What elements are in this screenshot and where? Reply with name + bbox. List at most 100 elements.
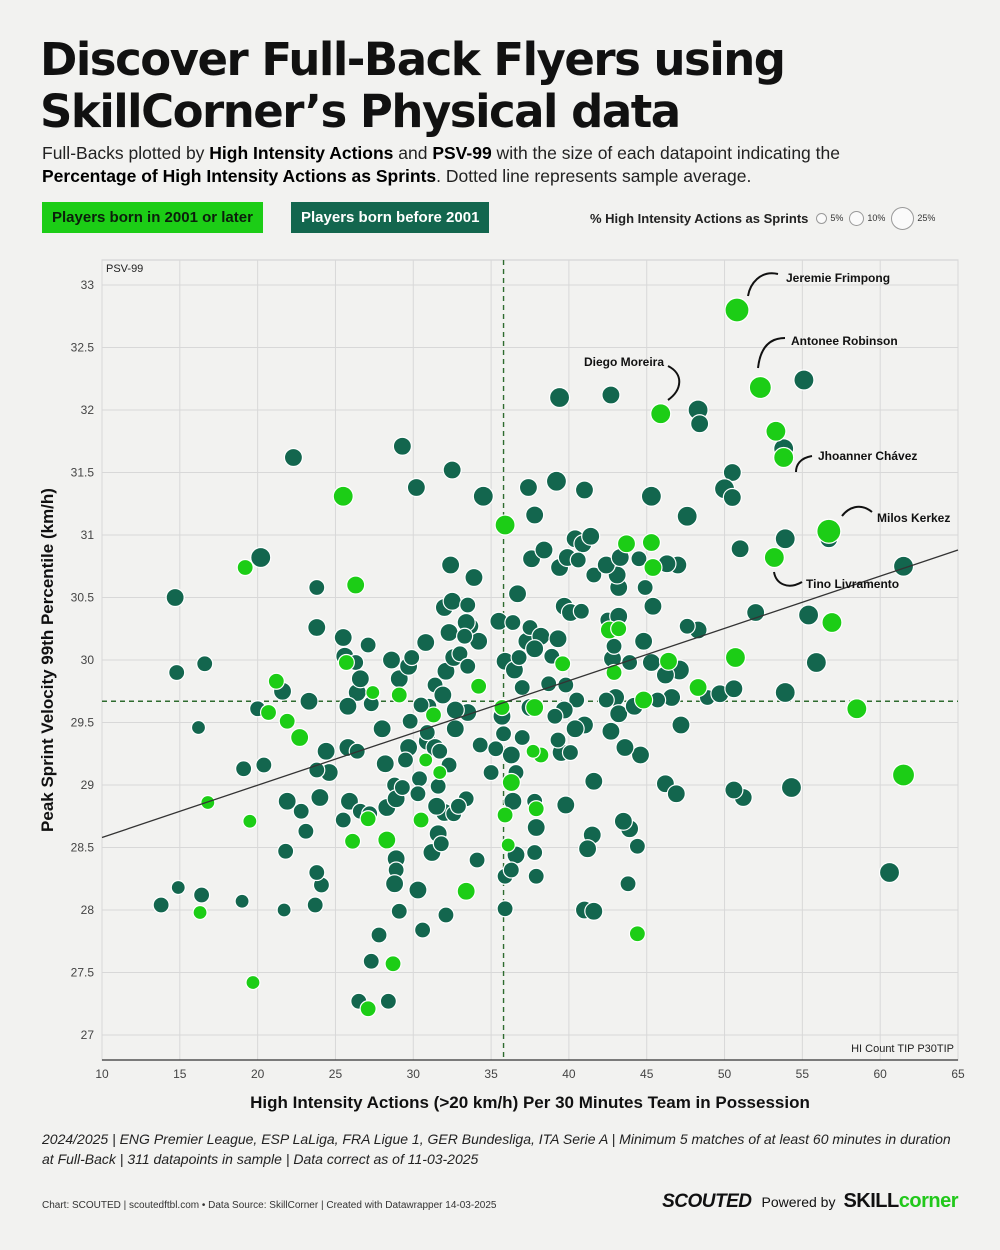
data-point-born-before-2001: [432, 835, 450, 853]
data-point-born-before-2001: [584, 771, 604, 791]
data-point-born-2001-or-later: [412, 811, 430, 829]
size-label-medium: 10%: [867, 213, 886, 223]
y-tick-label: 28.5: [71, 841, 95, 855]
data-point-born-before-2001: [170, 879, 186, 896]
data-point-born-before-2001: [793, 369, 815, 391]
data-point-born-before-2001: [502, 861, 520, 879]
data-point-born-2001-or-later: [688, 677, 708, 698]
powered-by-text: Powered by: [761, 1193, 836, 1210]
data-point-born-before-2001: [722, 487, 742, 508]
y-tick-label: 29.5: [71, 716, 95, 730]
data-point-born-2001-or-later: [724, 297, 750, 323]
data-point-born-2001-or-later: [500, 837, 516, 853]
data-point-born-before-2001: [569, 551, 587, 569]
data-point-born-before-2001: [250, 546, 272, 569]
scouted-logo: SCOUTED: [662, 1190, 752, 1212]
size-circle-large-icon: [891, 206, 915, 230]
data-point-born-2001-or-later: [605, 663, 623, 682]
data-point-born-2001-or-later: [384, 955, 402, 973]
annotation-arrow: [841, 505, 873, 517]
data-point-born-2001-or-later: [493, 698, 511, 717]
data-point-born-2001-or-later: [343, 832, 362, 850]
x-tick-label: 30: [407, 1067, 421, 1081]
data-point-born-before-2001: [724, 679, 744, 699]
legend-old-badge: Players born before 2001: [291, 202, 490, 233]
subtitle-part: . Dotted line represents sample average.: [436, 166, 752, 186]
data-point-born-before-2001: [534, 540, 554, 560]
data-point-born-before-2001: [780, 776, 803, 799]
data-point-born-before-2001: [307, 617, 327, 638]
y-axis-title: Peak Sprint Velocity 99th Percentile (km…: [38, 488, 57, 832]
data-point-born-before-2001: [676, 505, 698, 527]
x-tick-label: 50: [718, 1067, 732, 1081]
data-point-born-before-2001: [442, 591, 462, 611]
data-point-born-before-2001: [597, 691, 615, 709]
size-label-small: 5%: [830, 213, 844, 223]
x-tick-label: 40: [562, 1067, 576, 1081]
data-point-born-2001-or-later: [891, 763, 916, 787]
x-tick-label: 45: [640, 1067, 654, 1081]
data-point-born-before-2001: [412, 696, 430, 714]
data-point-born-before-2001: [193, 886, 211, 904]
data-point-born-before-2001: [724, 780, 744, 800]
chart-ticks: 10 15 20 25 30 35 40 45 50 55 60 65 27 27.5 28 28.5 29 29…: [71, 278, 965, 1081]
data-point-born-before-2001: [487, 740, 505, 758]
subtitle-bold-pct: Percentage of High Intensity Actions as …: [42, 166, 437, 186]
data-point-born-2001-or-later: [496, 806, 514, 824]
x-tick-label: 55: [796, 1067, 810, 1081]
data-point-born-2001-or-later: [765, 420, 787, 442]
data-point-born-before-2001: [445, 719, 465, 739]
data-point-born-before-2001: [255, 756, 273, 774]
data-point-born-before-2001: [525, 639, 545, 659]
x-tick-label: 60: [874, 1067, 888, 1081]
data-point-born-before-2001: [459, 596, 477, 614]
data-point-born-before-2001: [605, 637, 623, 655]
y-tick-label: 32: [81, 403, 95, 417]
y-tick-label: 27: [81, 1028, 95, 1042]
data-point-born-before-2001: [601, 721, 621, 741]
data-point-born-before-2001: [310, 787, 330, 808]
data-point-born-before-2001: [393, 778, 411, 797]
data-point-born-before-2001: [494, 725, 513, 743]
data-point-born-before-2001: [437, 906, 455, 924]
data-point-born-before-2001: [613, 811, 633, 831]
data-point-born-2001-or-later: [821, 611, 843, 634]
data-point-born-before-2001: [615, 737, 635, 758]
data-point-born-before-2001: [565, 719, 585, 739]
data-point-born-before-2001: [548, 629, 568, 649]
x-tick-label: 10: [95, 1067, 109, 1081]
data-point-born-before-2001: [409, 785, 427, 803]
data-point-born-2001-or-later: [527, 800, 545, 818]
data-point-born-before-2001: [584, 901, 604, 921]
data-point-born-before-2001: [384, 874, 405, 894]
data-point-born-before-2001: [196, 655, 214, 673]
data-point-born-before-2001: [350, 669, 370, 689]
data-point-born-before-2001: [619, 875, 637, 893]
data-point-born-before-2001: [449, 797, 468, 815]
data-point-born-before-2001: [628, 837, 646, 855]
data-point-born-before-2001: [406, 477, 426, 498]
data-point-born-before-2001: [797, 604, 820, 626]
data-point-born-before-2001: [878, 861, 901, 884]
data-point-born-before-2001: [459, 657, 477, 675]
data-point-born-before-2001: [556, 795, 576, 815]
data-point-born-2001-or-later: [634, 690, 654, 710]
data-point-born-before-2001: [372, 719, 392, 739]
data-point-born-before-2001: [671, 715, 691, 735]
data-point-born-2001-or-later: [267, 672, 285, 690]
annotation-arrow: [757, 337, 786, 369]
data-point-born-before-2001: [526, 843, 544, 862]
data-point-born-before-2001: [504, 613, 522, 632]
data-point-born-before-2001: [375, 754, 395, 774]
data-point-born-before-2001: [634, 631, 654, 651]
data-point-born-2001-or-later: [525, 743, 541, 759]
data-point-born-2001-or-later: [643, 557, 663, 578]
data-point-born-before-2001: [277, 842, 295, 860]
y-tick-label: 32.5: [71, 341, 95, 355]
data-point-born-before-2001: [431, 742, 449, 760]
skillcorner-logo-corner: corner: [898, 1190, 959, 1212]
data-point-born-2001-or-later: [456, 881, 476, 901]
annotation-label: Milos Kerkez: [877, 511, 950, 525]
trend-line: [101, 549, 959, 839]
data-point-born-before-2001: [414, 921, 432, 939]
